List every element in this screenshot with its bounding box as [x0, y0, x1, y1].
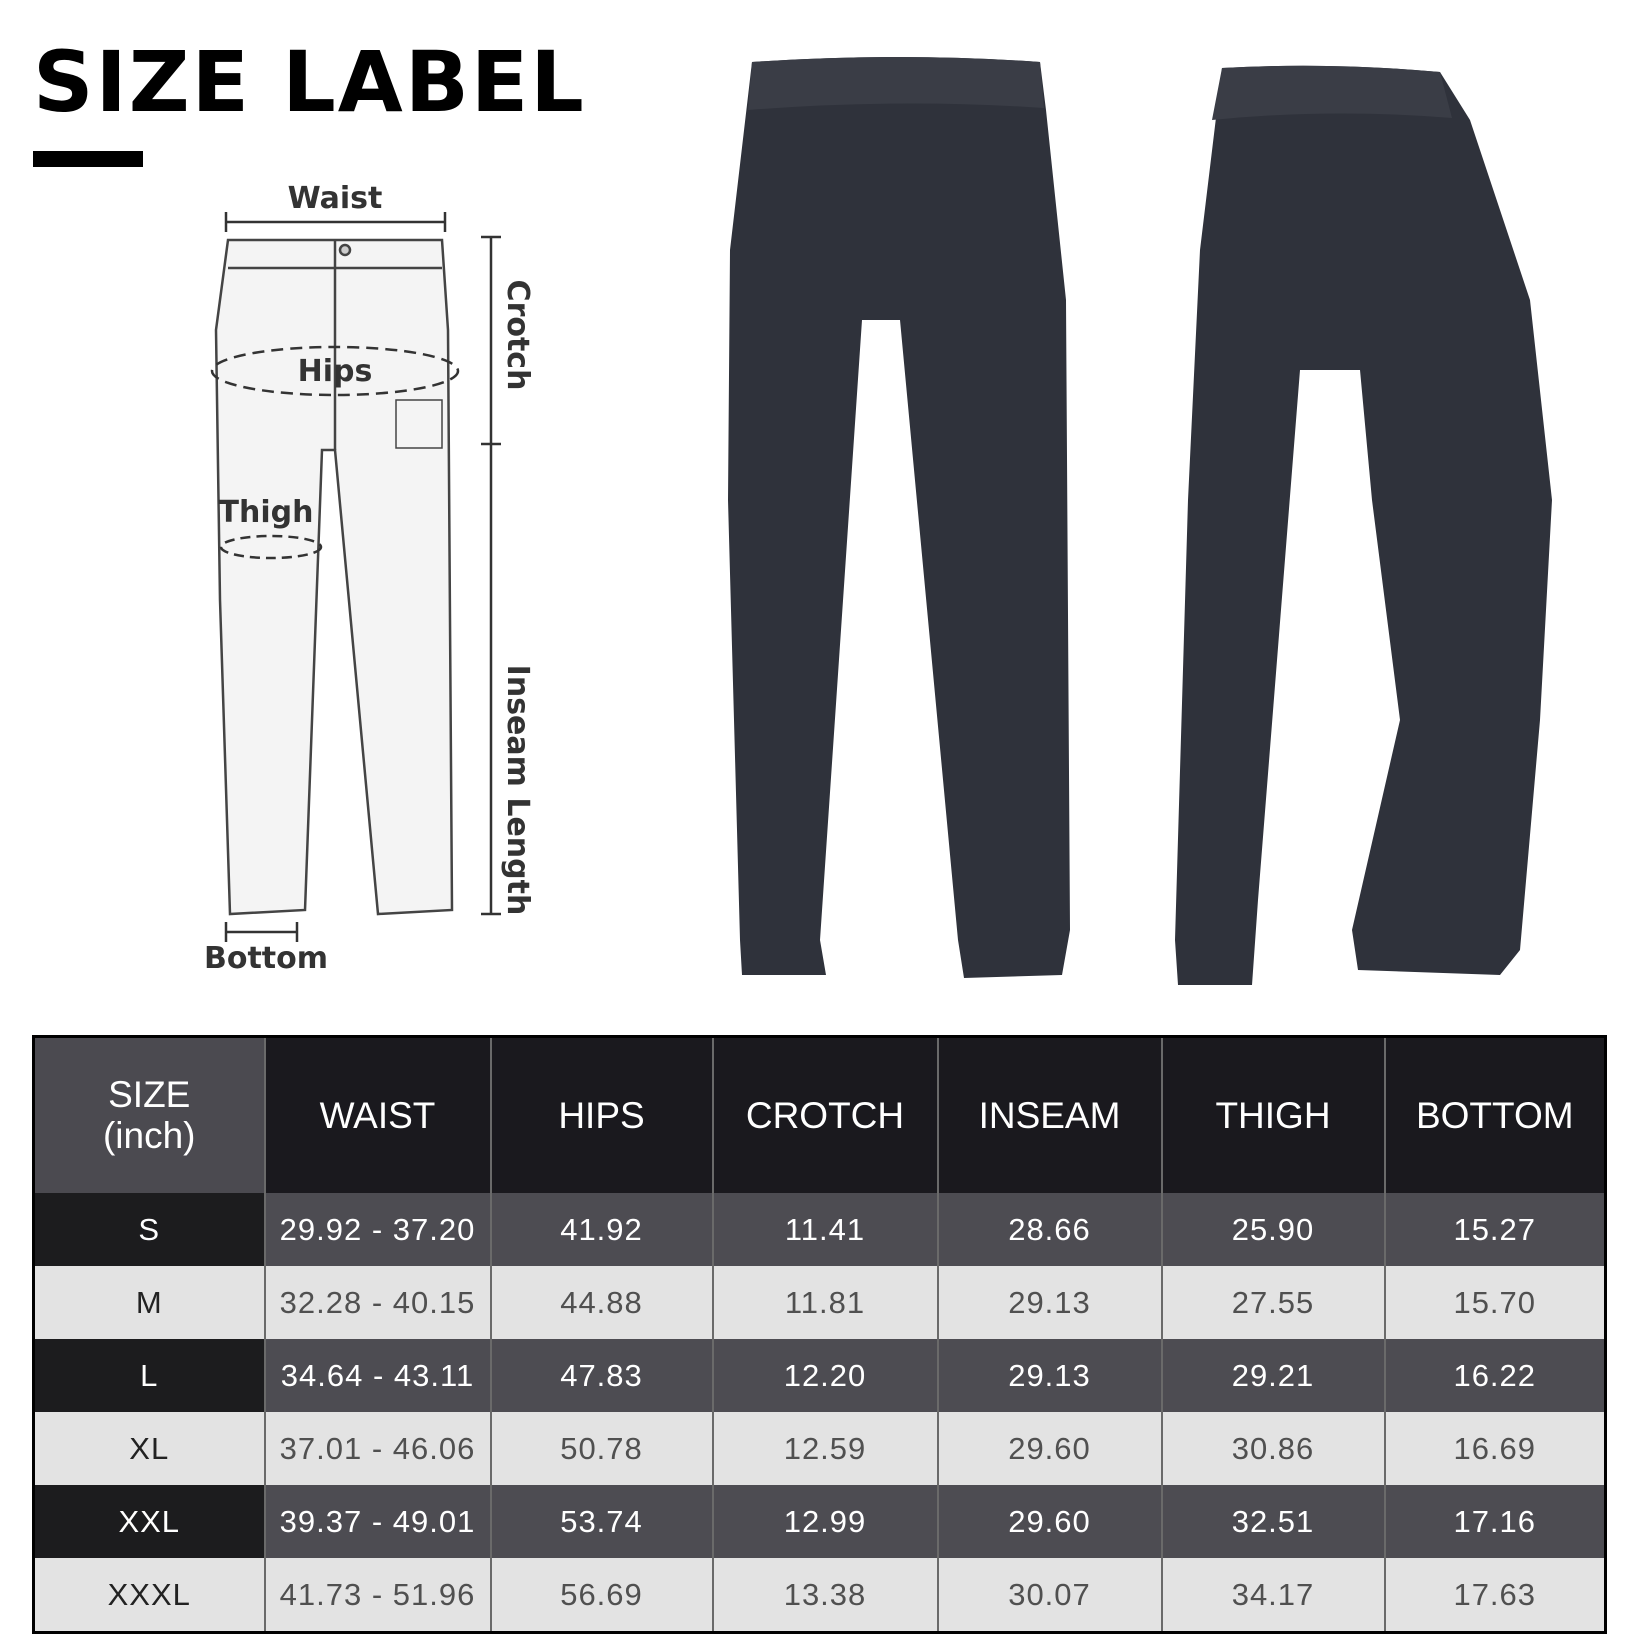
cell-thigh: 32.51 [1160, 1485, 1385, 1558]
cell-hips: 56.69 [489, 1558, 713, 1633]
label-hips: Hips [298, 354, 373, 389]
table-row: L 34.64 - 43.11 47.83 12.20 29.13 29.21 16.22 [32, 1339, 1606, 1412]
cell-waist: 39.37 - 49.01 [263, 1485, 491, 1558]
cell-inseam: 29.60 [936, 1485, 1162, 1558]
cell-bottom: 17.16 [1383, 1485, 1606, 1558]
label-inseam: Inseam Length [500, 665, 535, 916]
header-hips: HIPS [489, 1036, 713, 1193]
cell-thigh: 25.90 [1160, 1193, 1385, 1266]
cell-waist: 32.28 - 40.15 [263, 1266, 491, 1339]
cell-hips: 47.83 [489, 1339, 713, 1412]
label-crotch: Crotch [500, 280, 535, 391]
table-header-row: SIZE (inch) WAIST HIPS CROTCH INSEAM THI… [32, 1036, 1606, 1193]
cell-thigh: 34.17 [1160, 1558, 1385, 1633]
cell-inseam: 29.13 [936, 1339, 1162, 1412]
measurement-lines [210, 212, 501, 942]
cell-hips: 50.78 [489, 1412, 713, 1485]
table-row: S 29.92 - 37.20 41.92 11.41 28.66 25.90 15.27 [32, 1193, 1606, 1266]
size-chart-table: SIZE (inch) WAIST HIPS CROTCH INSEAM THI… [32, 1035, 1607, 1634]
cell-size: L [32, 1339, 265, 1412]
header-thigh: THIGH [1160, 1036, 1385, 1193]
page-title: SIZE LABEL [33, 33, 586, 131]
pants-front-image [728, 57, 1070, 978]
header-size-label: SIZE [108, 1073, 191, 1115]
cell-bottom: 17.63 [1383, 1558, 1606, 1633]
cell-crotch: 13.38 [711, 1558, 938, 1633]
pants-sketch-diagram [214, 238, 454, 916]
cell-crotch: 11.41 [711, 1193, 938, 1266]
cell-waist: 41.73 - 51.96 [263, 1558, 491, 1633]
title-underline [33, 151, 143, 167]
cell-waist: 29.92 - 37.20 [263, 1193, 491, 1266]
cell-size: XXL [32, 1485, 265, 1558]
cell-size: M [32, 1266, 265, 1339]
cell-bottom: 15.27 [1383, 1193, 1606, 1266]
cell-inseam: 30.07 [936, 1558, 1162, 1633]
table-row: XL 37.01 - 46.06 50.78 12.59 29.60 30.86 16.69 [32, 1412, 1606, 1485]
cell-crotch: 11.81 [711, 1266, 938, 1339]
label-thigh: Thigh [219, 495, 314, 530]
cell-size: S [32, 1193, 265, 1266]
cell-hips: 44.88 [489, 1266, 713, 1339]
header-bottom: BOTTOM [1383, 1036, 1606, 1193]
header-waist: WAIST [263, 1036, 491, 1193]
cell-thigh: 29.21 [1160, 1339, 1385, 1412]
label-waist: Waist [288, 181, 383, 216]
illustration: Waist Hips Thigh Bottom Crotch Inseam Le… [204, 57, 1552, 985]
cell-crotch: 12.20 [711, 1339, 938, 1412]
table-row: XXXL 41.73 - 51.96 56.69 13.38 30.07 34.17 17.… [32, 1558, 1606, 1633]
cell-hips: 41.92 [489, 1193, 713, 1266]
table-row: M 32.28 - 40.15 44.88 11.81 29.13 27.55 15.70 [32, 1266, 1606, 1339]
cell-crotch: 12.59 [711, 1412, 938, 1485]
cell-thigh: 27.55 [1160, 1266, 1385, 1339]
header-size-unit: (inch) [102, 1114, 196, 1156]
cell-thigh: 30.86 [1160, 1412, 1385, 1485]
pants-back-image [1175, 65, 1552, 985]
cell-hips: 53.74 [489, 1485, 713, 1558]
cell-waist: 34.64 - 43.11 [263, 1339, 491, 1412]
cell-bottom: 16.69 [1383, 1412, 1606, 1485]
cell-bottom: 15.70 [1383, 1266, 1606, 1339]
cell-inseam: 29.60 [936, 1412, 1162, 1485]
table-row: XXL 39.37 - 49.01 53.74 12.99 29.60 32.51 17.1… [32, 1485, 1606, 1558]
header-crotch: CROTCH [711, 1036, 938, 1193]
header-size: SIZE (inch) [32, 1036, 265, 1193]
header-inseam: INSEAM [936, 1036, 1162, 1193]
cell-waist: 37.01 - 46.06 [263, 1412, 491, 1485]
cell-size: XXXL [32, 1558, 265, 1633]
cell-size: XL [32, 1412, 265, 1485]
cell-inseam: 29.13 [936, 1266, 1162, 1339]
cell-crotch: 12.99 [711, 1485, 938, 1558]
cell-inseam: 28.66 [936, 1193, 1162, 1266]
label-bottom: Bottom [204, 941, 328, 976]
cell-bottom: 16.22 [1383, 1339, 1606, 1412]
